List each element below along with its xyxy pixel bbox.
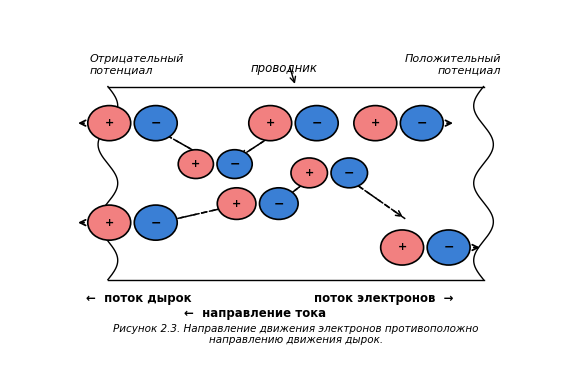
Ellipse shape (291, 158, 328, 188)
Ellipse shape (427, 230, 470, 265)
Text: +: + (232, 199, 241, 209)
Text: −: − (151, 216, 161, 229)
Text: +: + (104, 218, 114, 228)
Text: +: + (398, 242, 407, 252)
Ellipse shape (178, 150, 213, 179)
Ellipse shape (88, 106, 131, 141)
Ellipse shape (217, 150, 252, 179)
Ellipse shape (331, 158, 368, 188)
Text: +: + (191, 159, 200, 169)
Text: −: − (417, 117, 427, 130)
Text: −: − (151, 117, 161, 130)
Text: проводник: проводник (251, 62, 318, 75)
Ellipse shape (381, 230, 424, 265)
Text: −: − (273, 197, 284, 210)
Ellipse shape (218, 188, 256, 219)
Text: ←  направление тока: ← направление тока (184, 307, 326, 320)
Ellipse shape (260, 188, 298, 219)
Text: −: − (344, 166, 354, 179)
Ellipse shape (354, 106, 397, 141)
Text: Рисунок 2.3. Направление движения электронов противоположно
направлению движения: Рисунок 2.3. Направление движения электр… (113, 324, 478, 345)
Ellipse shape (295, 106, 338, 141)
Text: −: − (312, 117, 322, 130)
Text: Положительный
потенциал: Положительный потенциал (405, 54, 501, 76)
Text: +: + (305, 168, 314, 178)
Ellipse shape (400, 106, 443, 141)
Text: ←  поток дырок: ← поток дырок (85, 292, 191, 305)
Text: Отрицательный
потенциал: Отрицательный потенциал (90, 54, 185, 76)
Ellipse shape (249, 106, 292, 141)
Ellipse shape (134, 205, 177, 240)
Text: +: + (104, 118, 114, 128)
Text: +: + (370, 118, 380, 128)
Text: поток электронов  →: поток электронов → (314, 292, 453, 305)
Ellipse shape (88, 205, 131, 240)
Text: −: − (230, 158, 240, 171)
Ellipse shape (134, 106, 177, 141)
Text: +: + (265, 118, 275, 128)
Text: −: − (443, 241, 454, 254)
